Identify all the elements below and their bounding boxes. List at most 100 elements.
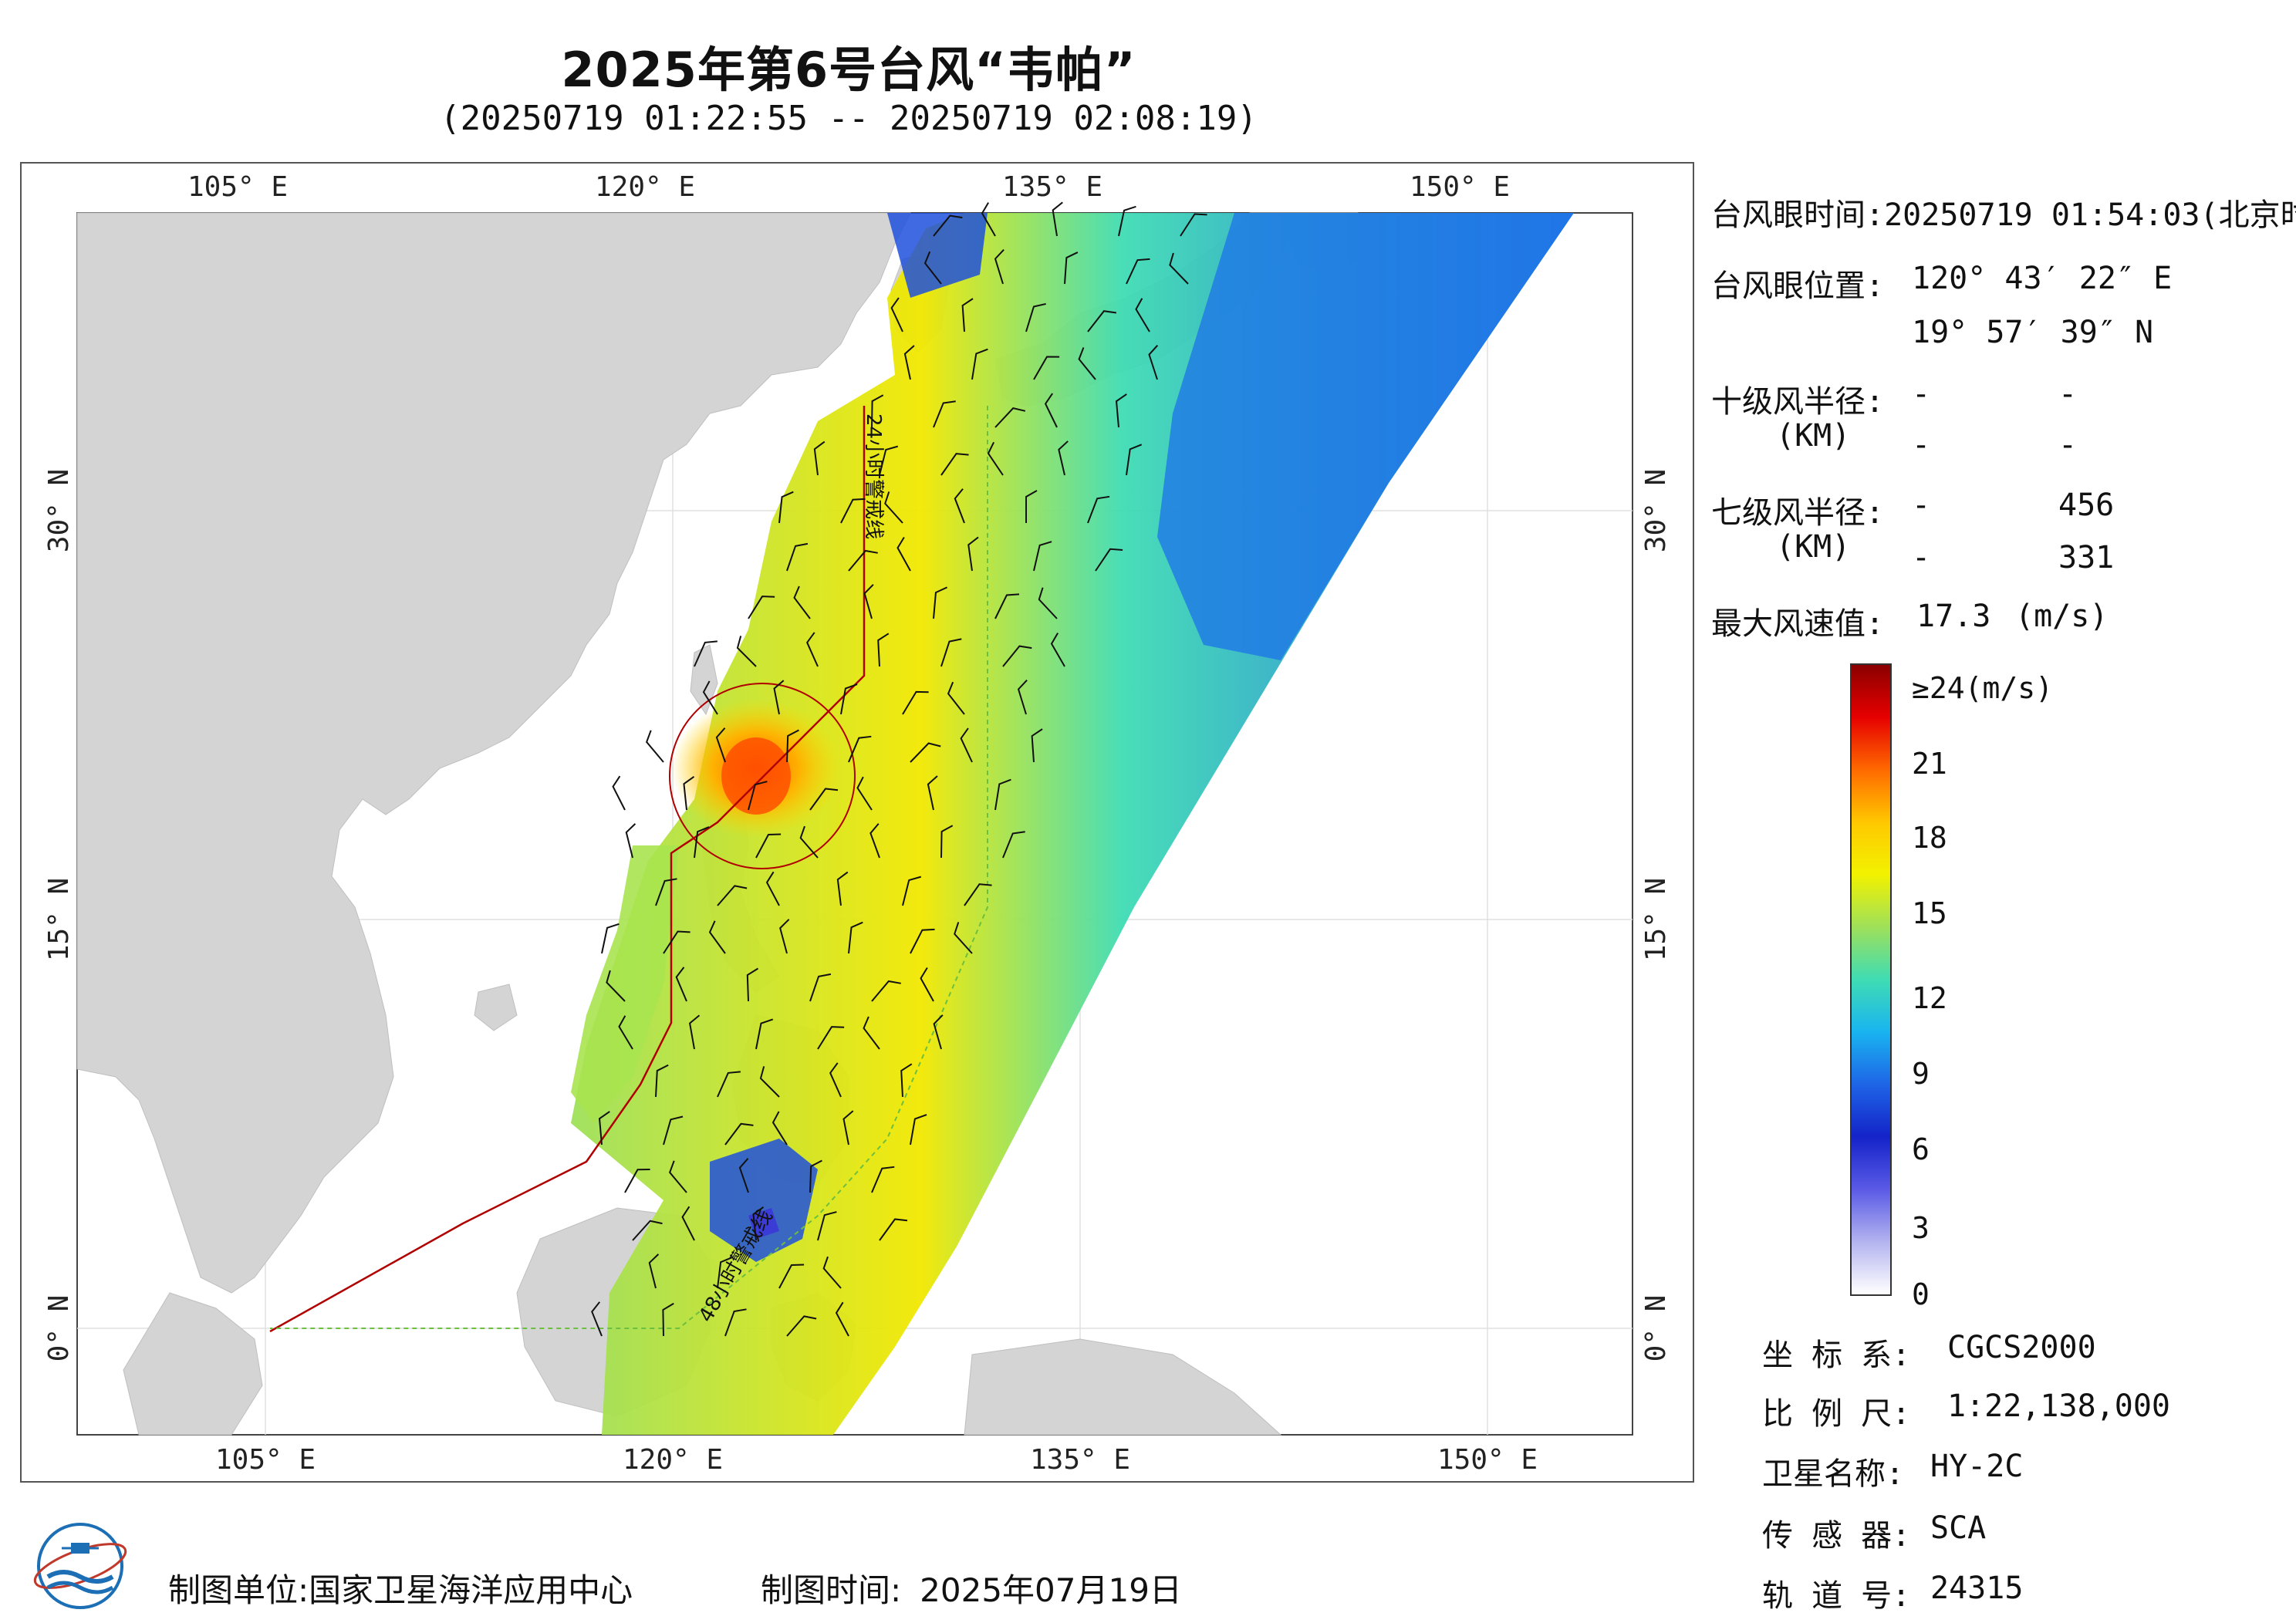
- wind-barb: [1115, 393, 1127, 428]
- tick-label: 0° N: [1640, 1295, 1672, 1362]
- eye-time-label: 台风眼时间:: [1711, 197, 1885, 233]
- wind-barb: [772, 1111, 788, 1146]
- wind-barb: [746, 967, 759, 1002]
- wind-barb: [910, 1114, 927, 1146]
- wind-barb: [863, 584, 874, 619]
- colorbar-label: 12: [1912, 981, 1947, 1015]
- wind-barb: [890, 297, 903, 332]
- r10-label: 十级风半径:: [1711, 384, 1885, 420]
- footer-unit: 制图单位:国家卫星海洋应用中心: [168, 1564, 633, 1611]
- wind-barb: [809, 1159, 822, 1193]
- max-wind-unit: (m/s): [2015, 599, 2109, 634]
- wind-barb: [940, 825, 954, 859]
- wind-barb: [694, 826, 710, 859]
- wind-barb: [809, 788, 839, 811]
- wind-barb: [1017, 680, 1028, 715]
- wind-barb: [724, 1308, 747, 1337]
- wind-barb: [715, 727, 726, 763]
- wind-barb: [773, 680, 785, 715]
- wind-barb: [856, 776, 873, 811]
- wind-barb: [1126, 258, 1150, 285]
- wind-barb: [736, 636, 757, 667]
- footer-unit-label: 制图单位:: [168, 1571, 309, 1609]
- wind-barb: [817, 1026, 845, 1050]
- colorbar-label: 18: [1912, 821, 1947, 855]
- r10-unit: (KM): [1776, 418, 1851, 454]
- asia-mainland: [76, 212, 911, 1294]
- tick-label: 135° E: [1030, 1444, 1130, 1476]
- wind-barb: [632, 1220, 663, 1241]
- tick-label: 0° N: [43, 1295, 75, 1362]
- wind-barb: [648, 1254, 660, 1289]
- warning-line-24h: [269, 406, 866, 1333]
- wind-barb: [1025, 302, 1046, 332]
- wind-barb: [954, 922, 973, 954]
- lon-ticks-bottom: 105° E 120° E 135° E 150° E: [215, 1444, 1538, 1476]
- r10-value: -: [1912, 376, 1931, 412]
- wind-barb: [624, 1169, 650, 1193]
- wind-barb: [836, 871, 849, 906]
- wind-barb: [1126, 444, 1143, 476]
- wind-barb: [655, 878, 677, 906]
- r10-value: -: [2058, 376, 2078, 412]
- wind-barb: [933, 400, 956, 428]
- wind-barb: [1002, 645, 1032, 667]
- tick-label: 150° E: [1410, 171, 1510, 203]
- wind-barb: [708, 920, 726, 954]
- wind-barb: [689, 1014, 701, 1050]
- colorbar-label: 3: [1912, 1211, 1930, 1245]
- wind-barb: [964, 883, 992, 906]
- wind-barb: [1087, 495, 1110, 524]
- wind-barb: [840, 498, 866, 524]
- wind-barb: [869, 823, 880, 859]
- wind-barb: [877, 633, 890, 667]
- colorbar-label: 21: [1912, 747, 1947, 781]
- wind-barb: [786, 729, 799, 763]
- wind-barb: [1180, 213, 1207, 237]
- wind-barb: [1118, 205, 1136, 237]
- wind-barb: [879, 445, 899, 476]
- wind-barb: [591, 1301, 603, 1337]
- wind-barb: [1033, 541, 1052, 572]
- wind-barb: [848, 735, 872, 763]
- tick-label: 30° N: [1640, 469, 1672, 552]
- eye-time-row: 台风眼时间:20250719 01:54:03(北京时): [1711, 190, 2296, 235]
- wind-barb: [902, 690, 929, 715]
- wind-barb: [778, 491, 794, 524]
- wind-barb: [848, 921, 863, 954]
- eye-time-value: 20250719 01:54:03(北京时): [1884, 197, 2296, 233]
- crs-label: 坐 标 系:: [1762, 1338, 1911, 1373]
- tick-label: 105° E: [187, 171, 288, 203]
- wind-barb: [960, 727, 973, 763]
- max-wind-label: 最大风速值:: [1711, 606, 1885, 642]
- tick-label: 30° N: [43, 469, 75, 552]
- wind-barb: [920, 967, 934, 1002]
- wind-barb: [683, 775, 695, 811]
- typhoon-eye-marker: [669, 683, 856, 869]
- wind-barb: [662, 1302, 674, 1337]
- wind-barb: [1033, 356, 1060, 380]
- wind-barb: [902, 876, 922, 906]
- lat-ticks-left: 30° N 15° N 0° N: [43, 469, 75, 1362]
- wind-barb: [755, 833, 782, 859]
- wind-barb: [1078, 347, 1096, 380]
- wind-barb: [981, 202, 996, 237]
- wind-barb: [1044, 393, 1058, 428]
- sensor-label: 传 感 器:: [1762, 1518, 1911, 1554]
- wind-barb: [947, 681, 965, 715]
- wind-barb: [1031, 728, 1043, 763]
- nsoas-logo-icon: [31, 1517, 130, 1615]
- wind-barb: [601, 923, 620, 954]
- wind-barb: [835, 1301, 849, 1337]
- wind-barb: [738, 1158, 749, 1193]
- tick-label: 150° E: [1437, 1444, 1538, 1476]
- wind-barb: [910, 928, 935, 954]
- wind-barb: [765, 871, 780, 906]
- wind-barb: [994, 593, 1020, 619]
- colorbar-label: 15: [1912, 896, 1947, 930]
- wind-map[interactable]: 24小时警戒线 48小时警戒线 105° E 120° E 135° E 150…: [22, 164, 1693, 1481]
- wind-barb: [755, 1018, 774, 1050]
- footer-time-label: 制图时间:: [761, 1571, 902, 1609]
- r7-value: -: [1912, 488, 1931, 523]
- wind-barb: [994, 249, 1004, 285]
